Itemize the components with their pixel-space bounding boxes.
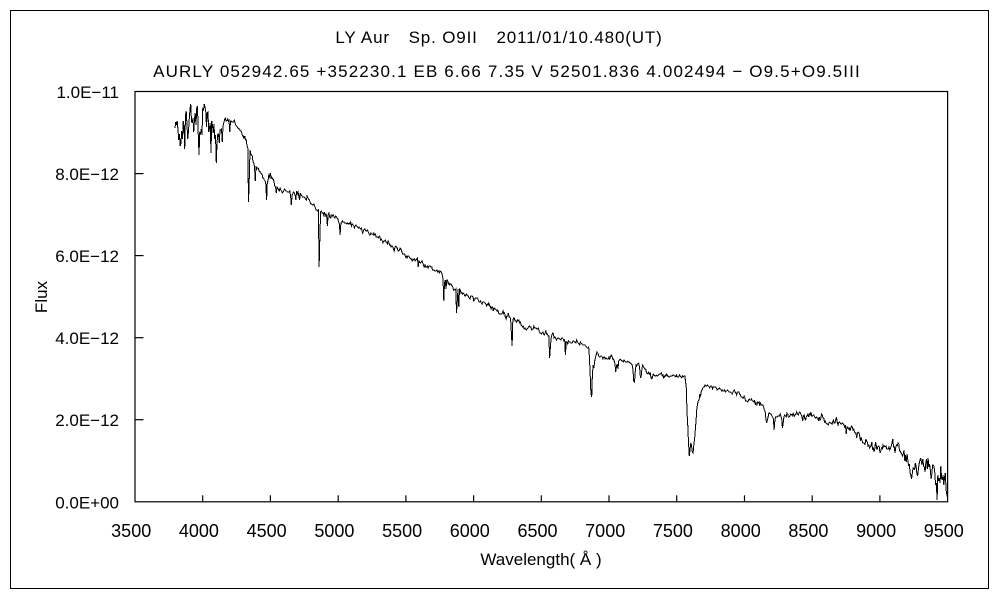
svg-text:8000: 8000 [721,521,761,541]
svg-text:6500: 6500 [517,521,557,541]
svg-text:2.0E−12: 2.0E−12 [55,411,119,430]
svg-text:AURLY 052942.65 +352230.1 EB 6: AURLY 052942.65 +352230.1 EB 6.66 7.35 V… [153,62,861,81]
svg-text:0.0E+00: 0.0E+00 [55,493,119,512]
svg-text:4.0E−12: 4.0E−12 [55,329,119,348]
svg-text:7500: 7500 [653,521,693,541]
svg-text:1.0E−11: 1.0E−11 [56,83,119,102]
svg-text:8.0E−12: 8.0E−12 [55,165,119,184]
svg-text:Flux: Flux [32,280,51,313]
svg-text:5500: 5500 [382,521,422,541]
svg-text:9500: 9500 [924,521,964,541]
svg-text:4500: 4500 [247,521,287,541]
svg-text:7000: 7000 [585,521,625,541]
svg-text:LY Aur Sp. O9II 2011/01/10.4: LY Aur Sp. O9II 2011/01/10.480(UT) [335,28,662,47]
svg-text:8500: 8500 [788,521,828,541]
svg-text:6000: 6000 [450,521,490,541]
svg-text:6.0E−12: 6.0E−12 [55,247,119,266]
svg-text:Wavelength( Å ): Wavelength( Å ) [480,550,601,569]
svg-text:4000: 4000 [179,521,219,541]
svg-text:5000: 5000 [314,521,354,541]
svg-text:9000: 9000 [856,521,896,541]
svg-text:3500: 3500 [111,521,151,541]
